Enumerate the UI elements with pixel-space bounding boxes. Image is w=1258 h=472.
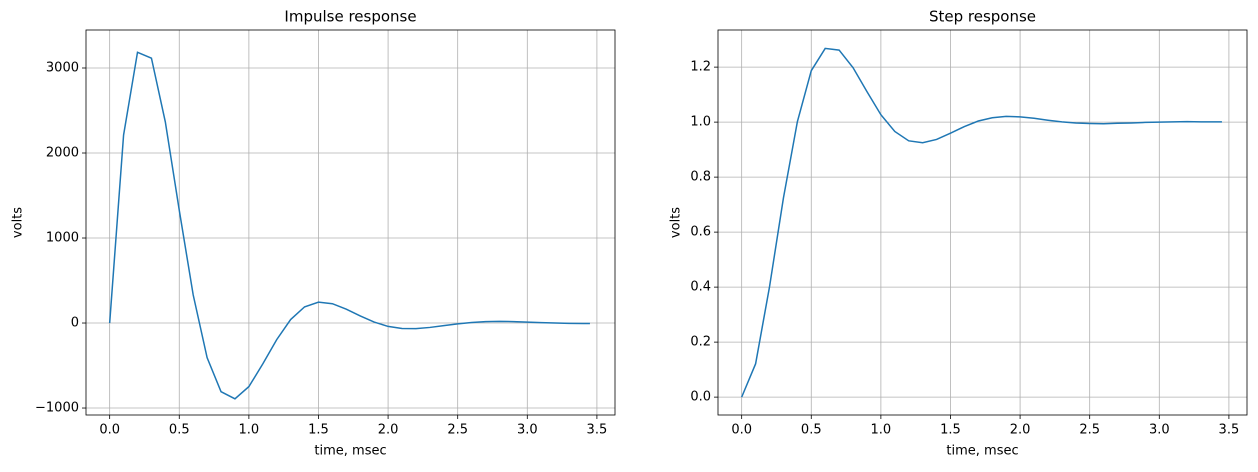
data-line: [108, 51, 590, 400]
x-tick-label: 3.5: [1219, 423, 1240, 438]
x-axis-label: time, msec: [314, 444, 386, 459]
x-axis-label: time, msec: [946, 444, 1018, 459]
plot-area: [740, 47, 1222, 398]
y-tick-label: 0.0: [690, 390, 711, 405]
y-axis-label: volts: [669, 207, 684, 238]
x-tick-label: 0.5: [801, 423, 822, 438]
y-tick-label: 0.8: [690, 170, 711, 185]
x-tick-label: 3.0: [1149, 423, 1170, 438]
plot-area: [108, 51, 590, 400]
chart-title: Step response: [929, 8, 1036, 26]
y-tick-label: 2000: [46, 146, 79, 161]
x-tick-label: 0.0: [731, 423, 752, 438]
x-tick-label: 1.5: [308, 423, 329, 438]
x-tick-label: 1.0: [239, 423, 260, 438]
y-tick-label: 1000: [46, 231, 79, 246]
y-tick-label: 3000: [46, 60, 79, 75]
y-tick-label: 0.6: [690, 225, 711, 240]
y-tick-label: 0: [71, 316, 79, 331]
x-tick-label: 1.0: [871, 423, 892, 438]
axes-frame: [717, 29, 1248, 416]
x-tick-label: 2.0: [378, 423, 399, 438]
x-tick-label: 2.5: [447, 423, 468, 438]
y-tick-label: 1.0: [690, 115, 711, 130]
x-tick-label: 3.5: [587, 423, 608, 438]
y-tick-label: 0.4: [690, 280, 711, 295]
x-tick-label: 3.0: [517, 423, 538, 438]
y-tick-label: 0.2: [690, 335, 711, 350]
x-tick-label: 0.0: [99, 423, 120, 438]
y-axis-label: volts: [11, 207, 26, 238]
x-tick-label: 2.5: [1079, 423, 1100, 438]
axes-frame: [85, 29, 616, 416]
x-tick-label: 1.5: [940, 423, 961, 438]
y-tick-label: −1000: [35, 401, 79, 416]
data-line: [740, 47, 1222, 398]
chart-title: Impulse response: [284, 8, 416, 26]
x-tick-label: 2.0: [1010, 423, 1031, 438]
x-tick-label: 0.5: [169, 423, 190, 438]
y-tick-label: 1.2: [690, 60, 711, 75]
